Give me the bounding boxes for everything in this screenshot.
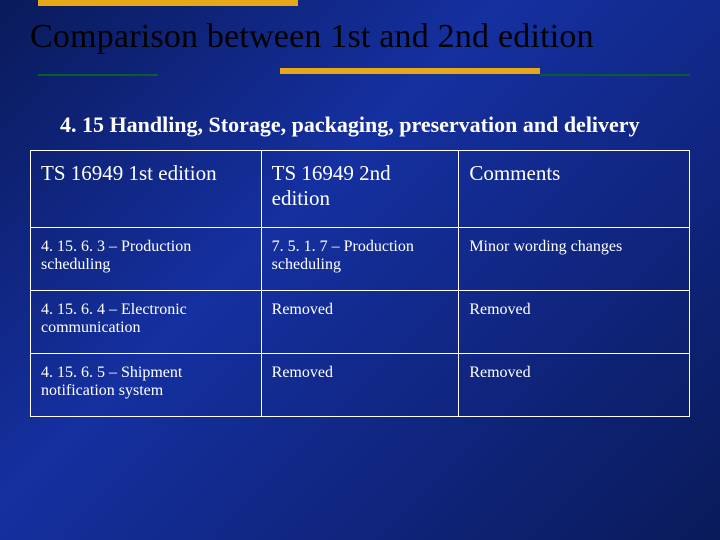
- cell-1st-edition: 4. 15. 6. 5 – Shipment notification syst…: [31, 354, 262, 417]
- cell-comments: Removed: [459, 291, 690, 354]
- cell-1st-edition: 4. 15. 6. 4 – Electronic communication: [31, 291, 262, 354]
- slide-title: Comparison between 1st and 2nd edition: [30, 18, 594, 56]
- green-dash-left: [38, 74, 158, 76]
- slide-subtitle: 4. 15 Handling, Storage, packaging, pres…: [60, 112, 640, 138]
- comparison-table: TS 16949 1st edition TS 16949 2nd editio…: [30, 150, 690, 417]
- table-row: 4. 15. 6. 5 – Shipment notification syst…: [31, 354, 690, 417]
- cell-comments: Minor wording changes: [459, 228, 690, 291]
- green-dash-right: [540, 74, 690, 76]
- cell-2nd-edition: 7. 5. 1. 7 – Production scheduling: [261, 228, 459, 291]
- accent-bar-mid: [280, 68, 540, 74]
- column-header: TS 16949 2nd edition: [261, 151, 459, 228]
- table-header-row: TS 16949 1st edition TS 16949 2nd editio…: [31, 151, 690, 228]
- column-header: TS 16949 1st edition: [31, 151, 262, 228]
- column-header: Comments: [459, 151, 690, 228]
- table-row: 4. 15. 6. 3 – Production scheduling 7. 5…: [31, 228, 690, 291]
- cell-1st-edition: 4. 15. 6. 3 – Production scheduling: [31, 228, 262, 291]
- cell-comments: Removed: [459, 354, 690, 417]
- cell-2nd-edition: Removed: [261, 291, 459, 354]
- accent-bar-top: [38, 0, 298, 6]
- table-row: 4. 15. 6. 4 – Electronic communication R…: [31, 291, 690, 354]
- cell-2nd-edition: Removed: [261, 354, 459, 417]
